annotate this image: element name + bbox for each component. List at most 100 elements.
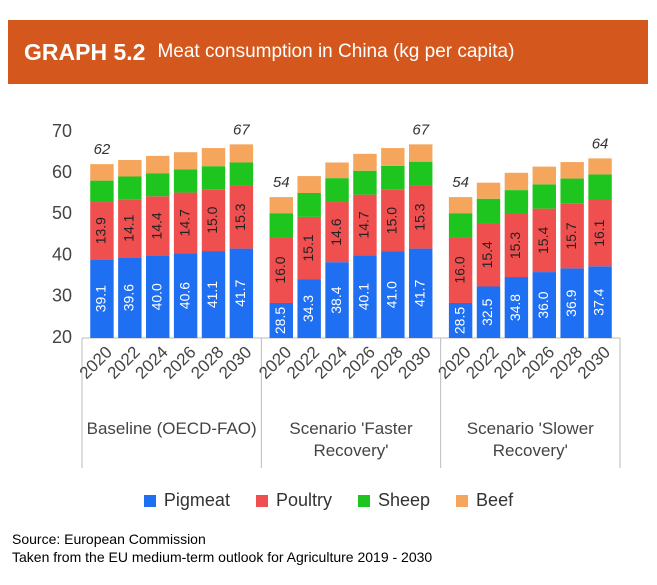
value-label: 41.7	[232, 279, 248, 306]
value-label: 14.1	[121, 214, 137, 241]
bar-segment	[532, 166, 556, 185]
bar-segment	[118, 160, 142, 177]
value-label: 15.0	[384, 207, 400, 234]
value-label: 14.7	[176, 209, 192, 236]
bar-segment	[146, 155, 170, 174]
bar-segment	[476, 223, 501, 287]
value-label: 14.4	[148, 212, 164, 239]
legend-label: Beef	[476, 490, 514, 510]
chart-title: Meat consumption in China (kg per capita…	[157, 41, 515, 62]
bar-segment	[118, 199, 142, 258]
bar-segment	[448, 197, 473, 214]
legend: Pigmeat Poultry Sheep Beef	[0, 490, 657, 511]
bar-segment	[269, 237, 293, 303]
bar-segment	[90, 164, 114, 181]
value-label: 28.5	[272, 307, 288, 334]
legend-item: Beef	[456, 490, 513, 511]
total-label: 67	[233, 121, 250, 138]
bar-segment	[201, 148, 226, 167]
bar-segment	[201, 166, 226, 190]
y-tick-label: 50	[52, 203, 72, 223]
total-label: 54	[273, 174, 290, 191]
bar-segment	[90, 180, 114, 203]
bar-segment	[381, 189, 405, 252]
total-label: 67	[412, 121, 429, 138]
value-label: 41.7	[411, 279, 427, 306]
bar-segment	[448, 213, 473, 238]
source-note: Taken from the EU medium-term outlook fo…	[12, 549, 433, 565]
y-tick-label: 70	[52, 121, 72, 141]
bar-segment	[476, 182, 501, 199]
bar-segment	[229, 162, 254, 186]
total-label: 54	[452, 174, 469, 191]
legend-item: Pigmeat	[143, 490, 230, 511]
x-tick-label: 2030	[395, 343, 435, 383]
total-label: 62	[94, 141, 111, 158]
value-label: 28.5	[451, 307, 467, 334]
bar-segment	[269, 213, 293, 238]
bar-segment	[504, 277, 529, 338]
header: GRAPH 5.2 Meat consumption in China (kg …	[8, 20, 648, 84]
bar-segment	[504, 190, 529, 214]
value-label: 41.1	[204, 281, 220, 308]
bar-segment	[532, 208, 556, 273]
value-label: 16.0	[451, 256, 467, 283]
bar-segment	[504, 213, 529, 278]
legend-item: Poultry	[255, 490, 332, 511]
value-label: 15.3	[507, 232, 523, 259]
x-tick-label: 2030	[574, 343, 614, 383]
value-label: 16.0	[272, 256, 288, 283]
bar-segment	[353, 255, 377, 338]
bar-segment	[269, 197, 293, 214]
value-label: 13.9	[93, 217, 109, 244]
value-label: 34.8	[507, 294, 523, 321]
value-label: 34.3	[300, 295, 316, 322]
bar-segment	[173, 253, 198, 338]
bar-segment	[532, 272, 556, 338]
value-label: 15.7	[563, 222, 579, 249]
y-tick-label: 20	[52, 327, 72, 347]
bar-segment	[325, 162, 349, 179]
bar-segment	[297, 192, 321, 217]
value-label: 39.6	[121, 284, 137, 311]
bar-segment	[229, 144, 254, 163]
legend-swatch	[143, 494, 156, 507]
bar-segment	[173, 152, 198, 170]
bar-segment	[560, 162, 584, 179]
value-label: 15.4	[479, 241, 495, 268]
bar-segment	[353, 170, 377, 195]
bar-segment	[588, 199, 612, 267]
value-label: 15.3	[411, 203, 427, 230]
legend-label: Poultry	[275, 490, 332, 510]
bar-segment	[476, 286, 501, 338]
value-label: 16.1	[591, 219, 607, 246]
bar-segment	[297, 176, 321, 193]
bar-segment	[588, 158, 612, 175]
bar-segment	[409, 144, 433, 162]
y-tick-label: 60	[52, 162, 72, 182]
value-label: 32.5	[479, 298, 495, 325]
bar-segment	[588, 174, 612, 200]
bar-segment	[201, 251, 226, 338]
bar-segment	[229, 248, 254, 338]
bar-segment	[173, 192, 198, 254]
bar-segment	[560, 268, 584, 338]
value-label: 40.0	[148, 283, 164, 310]
value-label: 39.1	[93, 285, 109, 312]
bar-segment	[381, 251, 405, 338]
bar-segment	[448, 237, 473, 303]
value-label: 37.4	[591, 288, 607, 315]
bar-segment	[118, 257, 142, 338]
bar-segment	[297, 279, 321, 338]
bar-segment	[325, 262, 349, 338]
bar-segment	[560, 178, 584, 204]
value-label: 15.0	[204, 206, 220, 233]
bar-segment	[588, 266, 612, 338]
bar-segment	[229, 185, 254, 249]
value-label: 40.6	[176, 282, 192, 309]
bar-segment	[381, 148, 405, 166]
total-label: 64	[592, 135, 609, 152]
bar-segment	[504, 172, 529, 191]
